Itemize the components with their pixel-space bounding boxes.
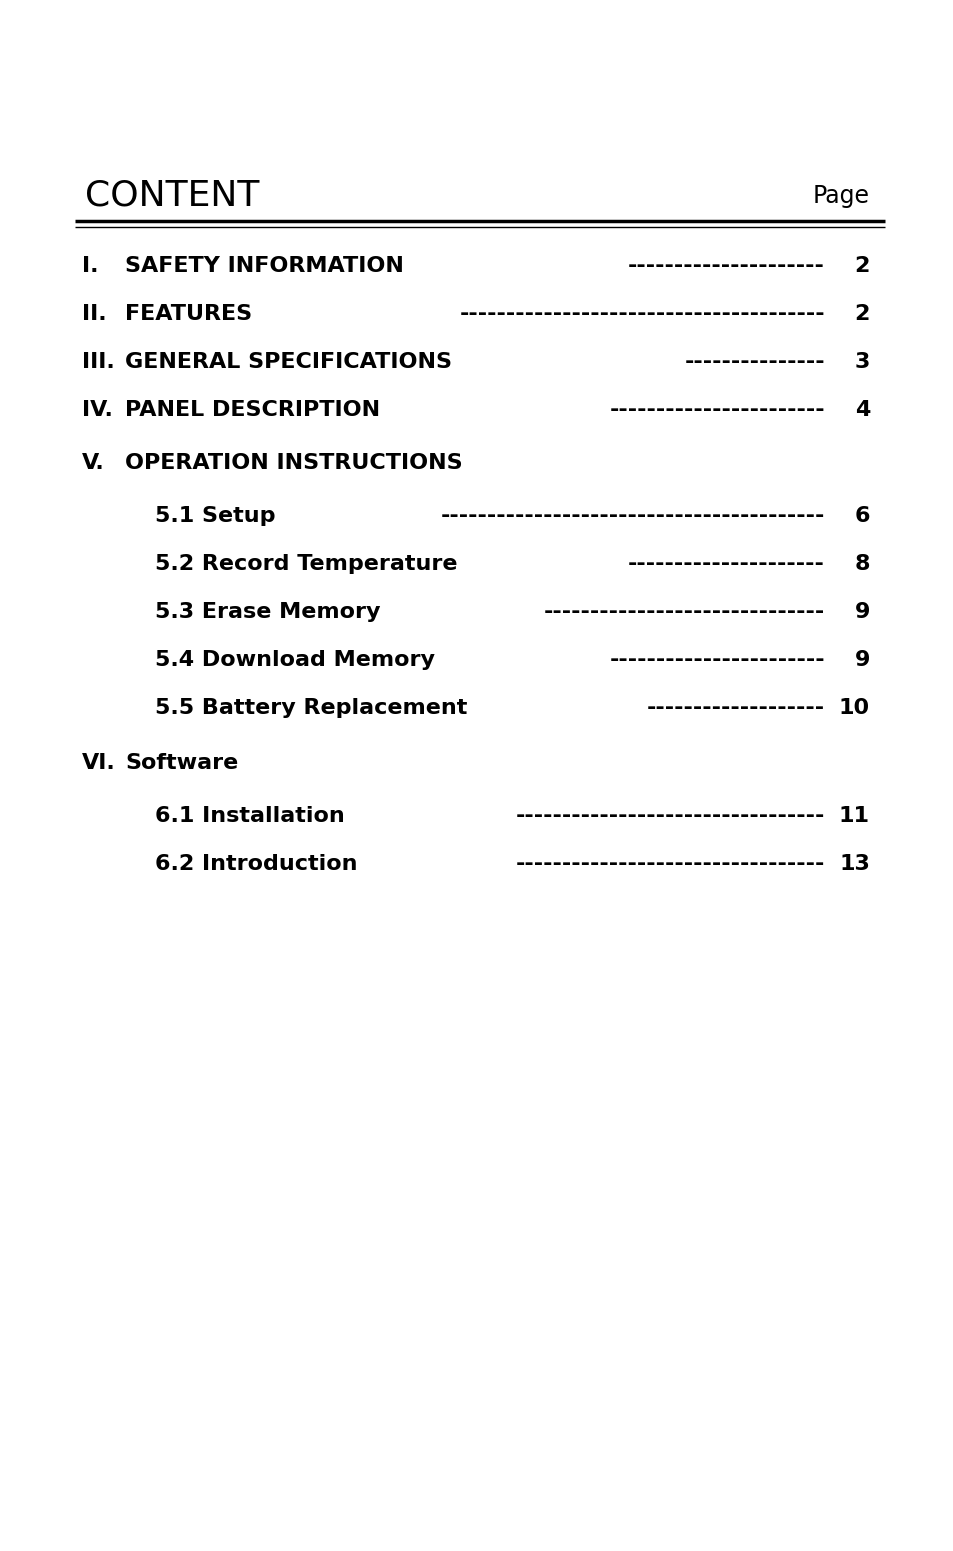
Text: 3: 3 xyxy=(854,352,869,372)
Text: 6.1 Installation: 6.1 Installation xyxy=(154,807,344,827)
Text: 4: 4 xyxy=(854,400,869,420)
Text: III.: III. xyxy=(82,352,114,372)
Text: IV.: IV. xyxy=(82,400,112,420)
Text: 8: 8 xyxy=(854,554,869,574)
Text: -----------------------: ----------------------- xyxy=(609,650,824,670)
Text: 11: 11 xyxy=(838,807,869,827)
Text: 5.1 Setup: 5.1 Setup xyxy=(154,506,275,526)
Text: ---------------------: --------------------- xyxy=(627,554,824,574)
Text: 6: 6 xyxy=(854,506,869,526)
Text: Page: Page xyxy=(812,185,869,208)
Text: OPERATION INSTRUCTIONS: OPERATION INSTRUCTIONS xyxy=(125,453,462,473)
Text: VI.: VI. xyxy=(82,752,115,772)
Text: II.: II. xyxy=(82,304,107,324)
Text: ---------------------------------------: --------------------------------------- xyxy=(459,304,824,324)
Text: 13: 13 xyxy=(839,855,869,875)
Text: 2: 2 xyxy=(854,256,869,276)
Text: FEATURES: FEATURES xyxy=(125,304,252,324)
Text: ---------------------------------: --------------------------------- xyxy=(515,855,824,875)
Text: 5.2 Record Temperature: 5.2 Record Temperature xyxy=(154,554,457,574)
Text: 5.3 Erase Memory: 5.3 Erase Memory xyxy=(154,602,380,622)
Text: SAFETY INFORMATION: SAFETY INFORMATION xyxy=(125,256,403,276)
Text: I.: I. xyxy=(82,256,98,276)
Text: Software: Software xyxy=(125,752,238,772)
Text: 9: 9 xyxy=(854,602,869,622)
Text: 6.2 Introduction: 6.2 Introduction xyxy=(154,855,357,875)
Text: 5.5 Battery Replacement: 5.5 Battery Replacement xyxy=(154,698,467,718)
Text: 2: 2 xyxy=(854,304,869,324)
Text: CONTENT: CONTENT xyxy=(85,178,259,212)
Text: -----------------------: ----------------------- xyxy=(609,400,824,420)
Text: ---------------------: --------------------- xyxy=(627,256,824,276)
Text: 10: 10 xyxy=(838,698,869,718)
Text: V.: V. xyxy=(82,453,105,473)
Text: ---------------------------------: --------------------------------- xyxy=(515,807,824,827)
Text: GENERAL SPECIFICATIONS: GENERAL SPECIFICATIONS xyxy=(125,352,452,372)
Text: ------------------------------: ------------------------------ xyxy=(543,602,824,622)
Text: 9: 9 xyxy=(854,650,869,670)
Text: 5.4 Download Memory: 5.4 Download Memory xyxy=(154,650,435,670)
Text: -------------------: ------------------- xyxy=(646,698,824,718)
Text: PANEL DESCRIPTION: PANEL DESCRIPTION xyxy=(125,400,379,420)
Text: ---------------: --------------- xyxy=(683,352,824,372)
Text: -----------------------------------------: ----------------------------------------… xyxy=(440,506,824,526)
